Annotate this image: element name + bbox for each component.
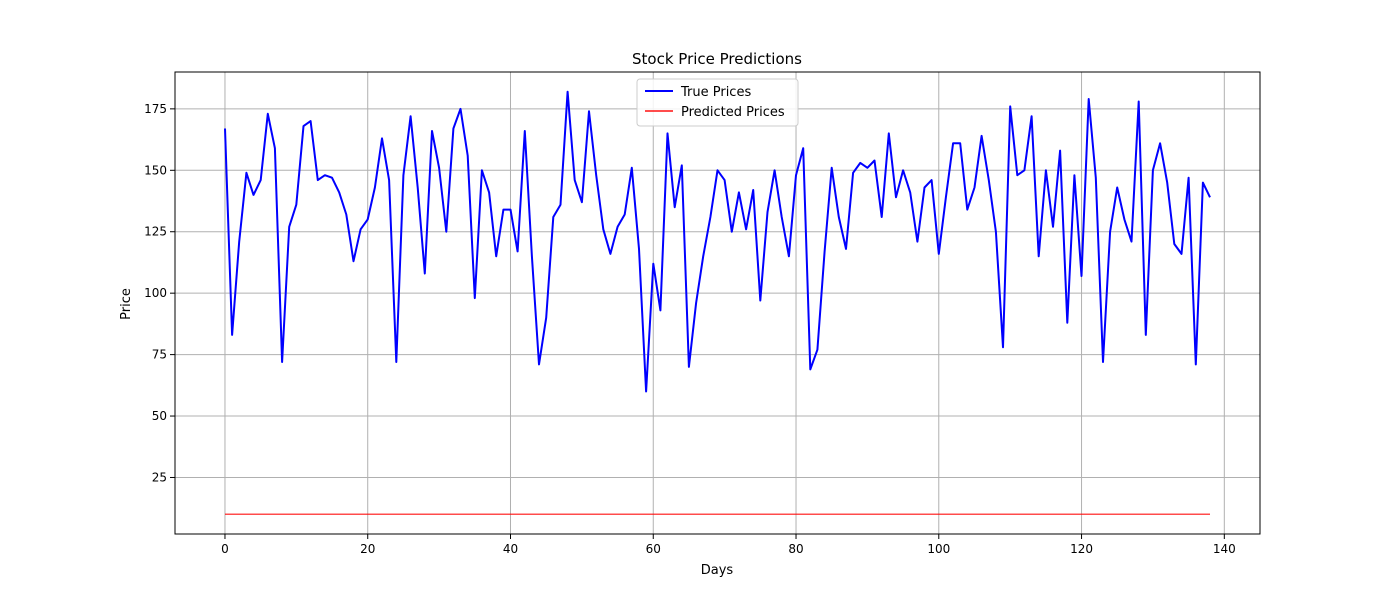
y-tick-label: 125 xyxy=(144,225,167,239)
x-tick-label: 40 xyxy=(503,542,518,556)
x-tick-label: 80 xyxy=(788,542,803,556)
legend-true-prices-label: True Prices xyxy=(680,85,751,100)
x-tick-label: 60 xyxy=(646,542,661,556)
x-axis: 0 20 40 60 80 100 120 140 xyxy=(221,534,1236,556)
chart-title: Stock Price Predictions xyxy=(632,50,802,68)
y-tick-label: 150 xyxy=(144,163,167,177)
grid-lines xyxy=(175,72,1260,534)
y-tick-label: 100 xyxy=(144,286,167,300)
plot-frame xyxy=(174,71,1261,535)
x-axis-label: Days xyxy=(701,563,734,578)
y-axis-label: Price xyxy=(119,288,134,320)
y-tick-label: 50 xyxy=(152,409,167,423)
x-tick-label: 140 xyxy=(1213,542,1236,556)
y-tick-label: 75 xyxy=(152,348,167,362)
y-tick-label: 25 xyxy=(152,470,167,484)
series-line-true-prices xyxy=(224,90,1211,393)
y-axis: 25 50 75 100 125 150 175 xyxy=(144,102,175,484)
legend: True Prices Predicted Prices xyxy=(636,78,799,127)
x-tick-label: 100 xyxy=(927,542,950,556)
legend-predicted-prices-label: Predicted Prices xyxy=(681,105,785,120)
x-tick-label: 120 xyxy=(1070,542,1093,556)
legend-box xyxy=(636,78,799,127)
x-tick-label: 20 xyxy=(360,542,375,556)
x-tick-label: 0 xyxy=(221,542,229,556)
series-layer xyxy=(224,90,1211,516)
y-tick-label: 175 xyxy=(144,102,167,116)
